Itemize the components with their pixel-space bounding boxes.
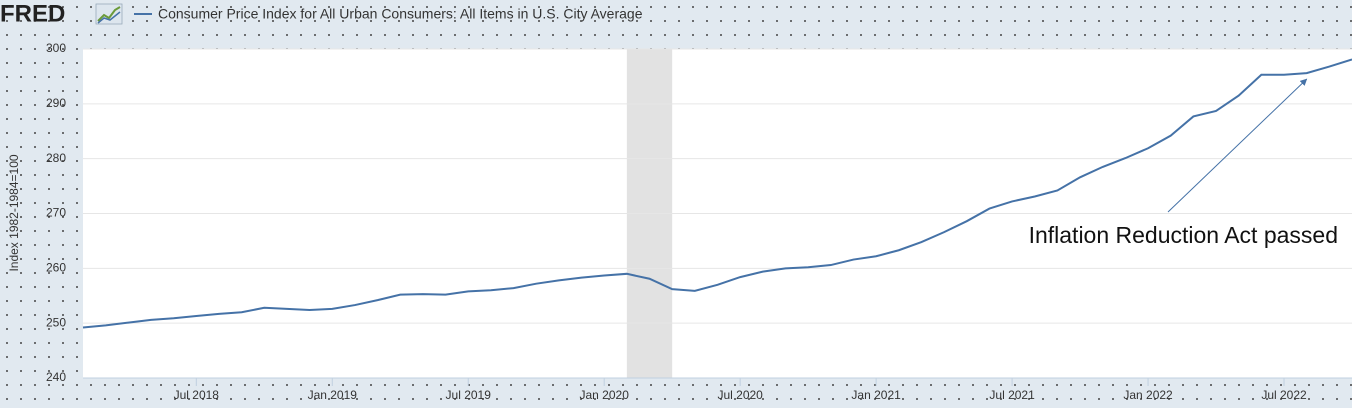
y-tick-label: 250 bbox=[46, 315, 66, 329]
x-tick-label: Jan 2019 bbox=[308, 388, 358, 402]
y-tick-label: 290 bbox=[46, 96, 66, 110]
annotation-arrow bbox=[1167, 78, 1308, 213]
y-tick-label: 240 bbox=[46, 370, 66, 384]
x-tick-label: Jan 2021 bbox=[851, 388, 901, 402]
line-series bbox=[82, 58, 1352, 329]
logo: FRED bbox=[0, 0, 65, 27]
x-tick-label: Jul 2020 bbox=[717, 388, 763, 402]
y-tick-label: 300 bbox=[46, 41, 66, 55]
annotation-text: Inflation Reduction Act passed bbox=[1029, 222, 1338, 248]
x-tick-label: Jan 2020 bbox=[580, 388, 630, 402]
y-tick-label: 260 bbox=[46, 261, 66, 275]
x-tick-label: Jan 2022 bbox=[1123, 388, 1173, 402]
x-tick-label: Jul 2021 bbox=[989, 388, 1035, 402]
x-tick-label: Jul 2018 bbox=[174, 388, 220, 402]
x-tick-label: Jul 2019 bbox=[446, 388, 492, 402]
y-tick-label: 270 bbox=[46, 206, 66, 220]
logo-icon bbox=[95, 3, 123, 25]
y-axis-label: Index 1982-1984=100 bbox=[7, 154, 21, 271]
legend-label: Consumer Price Index for All Urban Consu… bbox=[158, 6, 643, 22]
y-tick-label: 280 bbox=[46, 151, 66, 165]
x-tick-label: Jul 2022 bbox=[1261, 388, 1307, 402]
